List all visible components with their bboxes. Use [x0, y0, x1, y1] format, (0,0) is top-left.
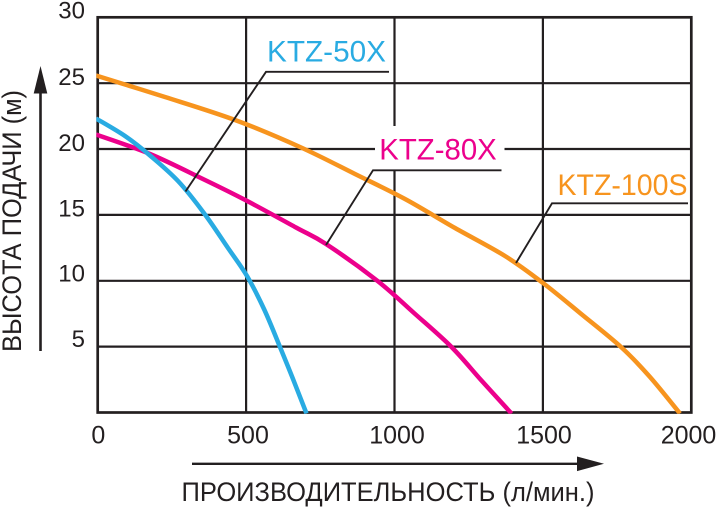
svg-text:KTZ-50X: KTZ-50X: [267, 36, 386, 69]
svg-text:ВЫСОТА ПОДАЧИ (м): ВЫСОТА ПОДАЧИ (м): [0, 90, 27, 352]
svg-text:10: 10: [58, 261, 85, 288]
svg-text:ПРОИЗВОДИТЕЛЬНОСТЬ (л/мин.): ПРОИЗВОДИТЕЛЬНОСТЬ (л/мин.): [182, 477, 595, 507]
svg-text:25: 25: [58, 64, 85, 91]
svg-text:KTZ-100S: KTZ-100S: [558, 169, 688, 202]
svg-text:1500: 1500: [516, 422, 572, 450]
svg-text:1000: 1000: [369, 422, 425, 450]
svg-text:30: 30: [58, 0, 85, 25]
svg-text:5: 5: [72, 326, 85, 353]
svg-text:KTZ-80X: KTZ-80X: [379, 134, 497, 167]
svg-text:15: 15: [58, 196, 85, 223]
svg-text:0: 0: [91, 422, 105, 450]
svg-text:2000: 2000: [661, 422, 717, 450]
svg-text:500: 500: [227, 422, 269, 450]
svg-text:20: 20: [58, 130, 85, 157]
